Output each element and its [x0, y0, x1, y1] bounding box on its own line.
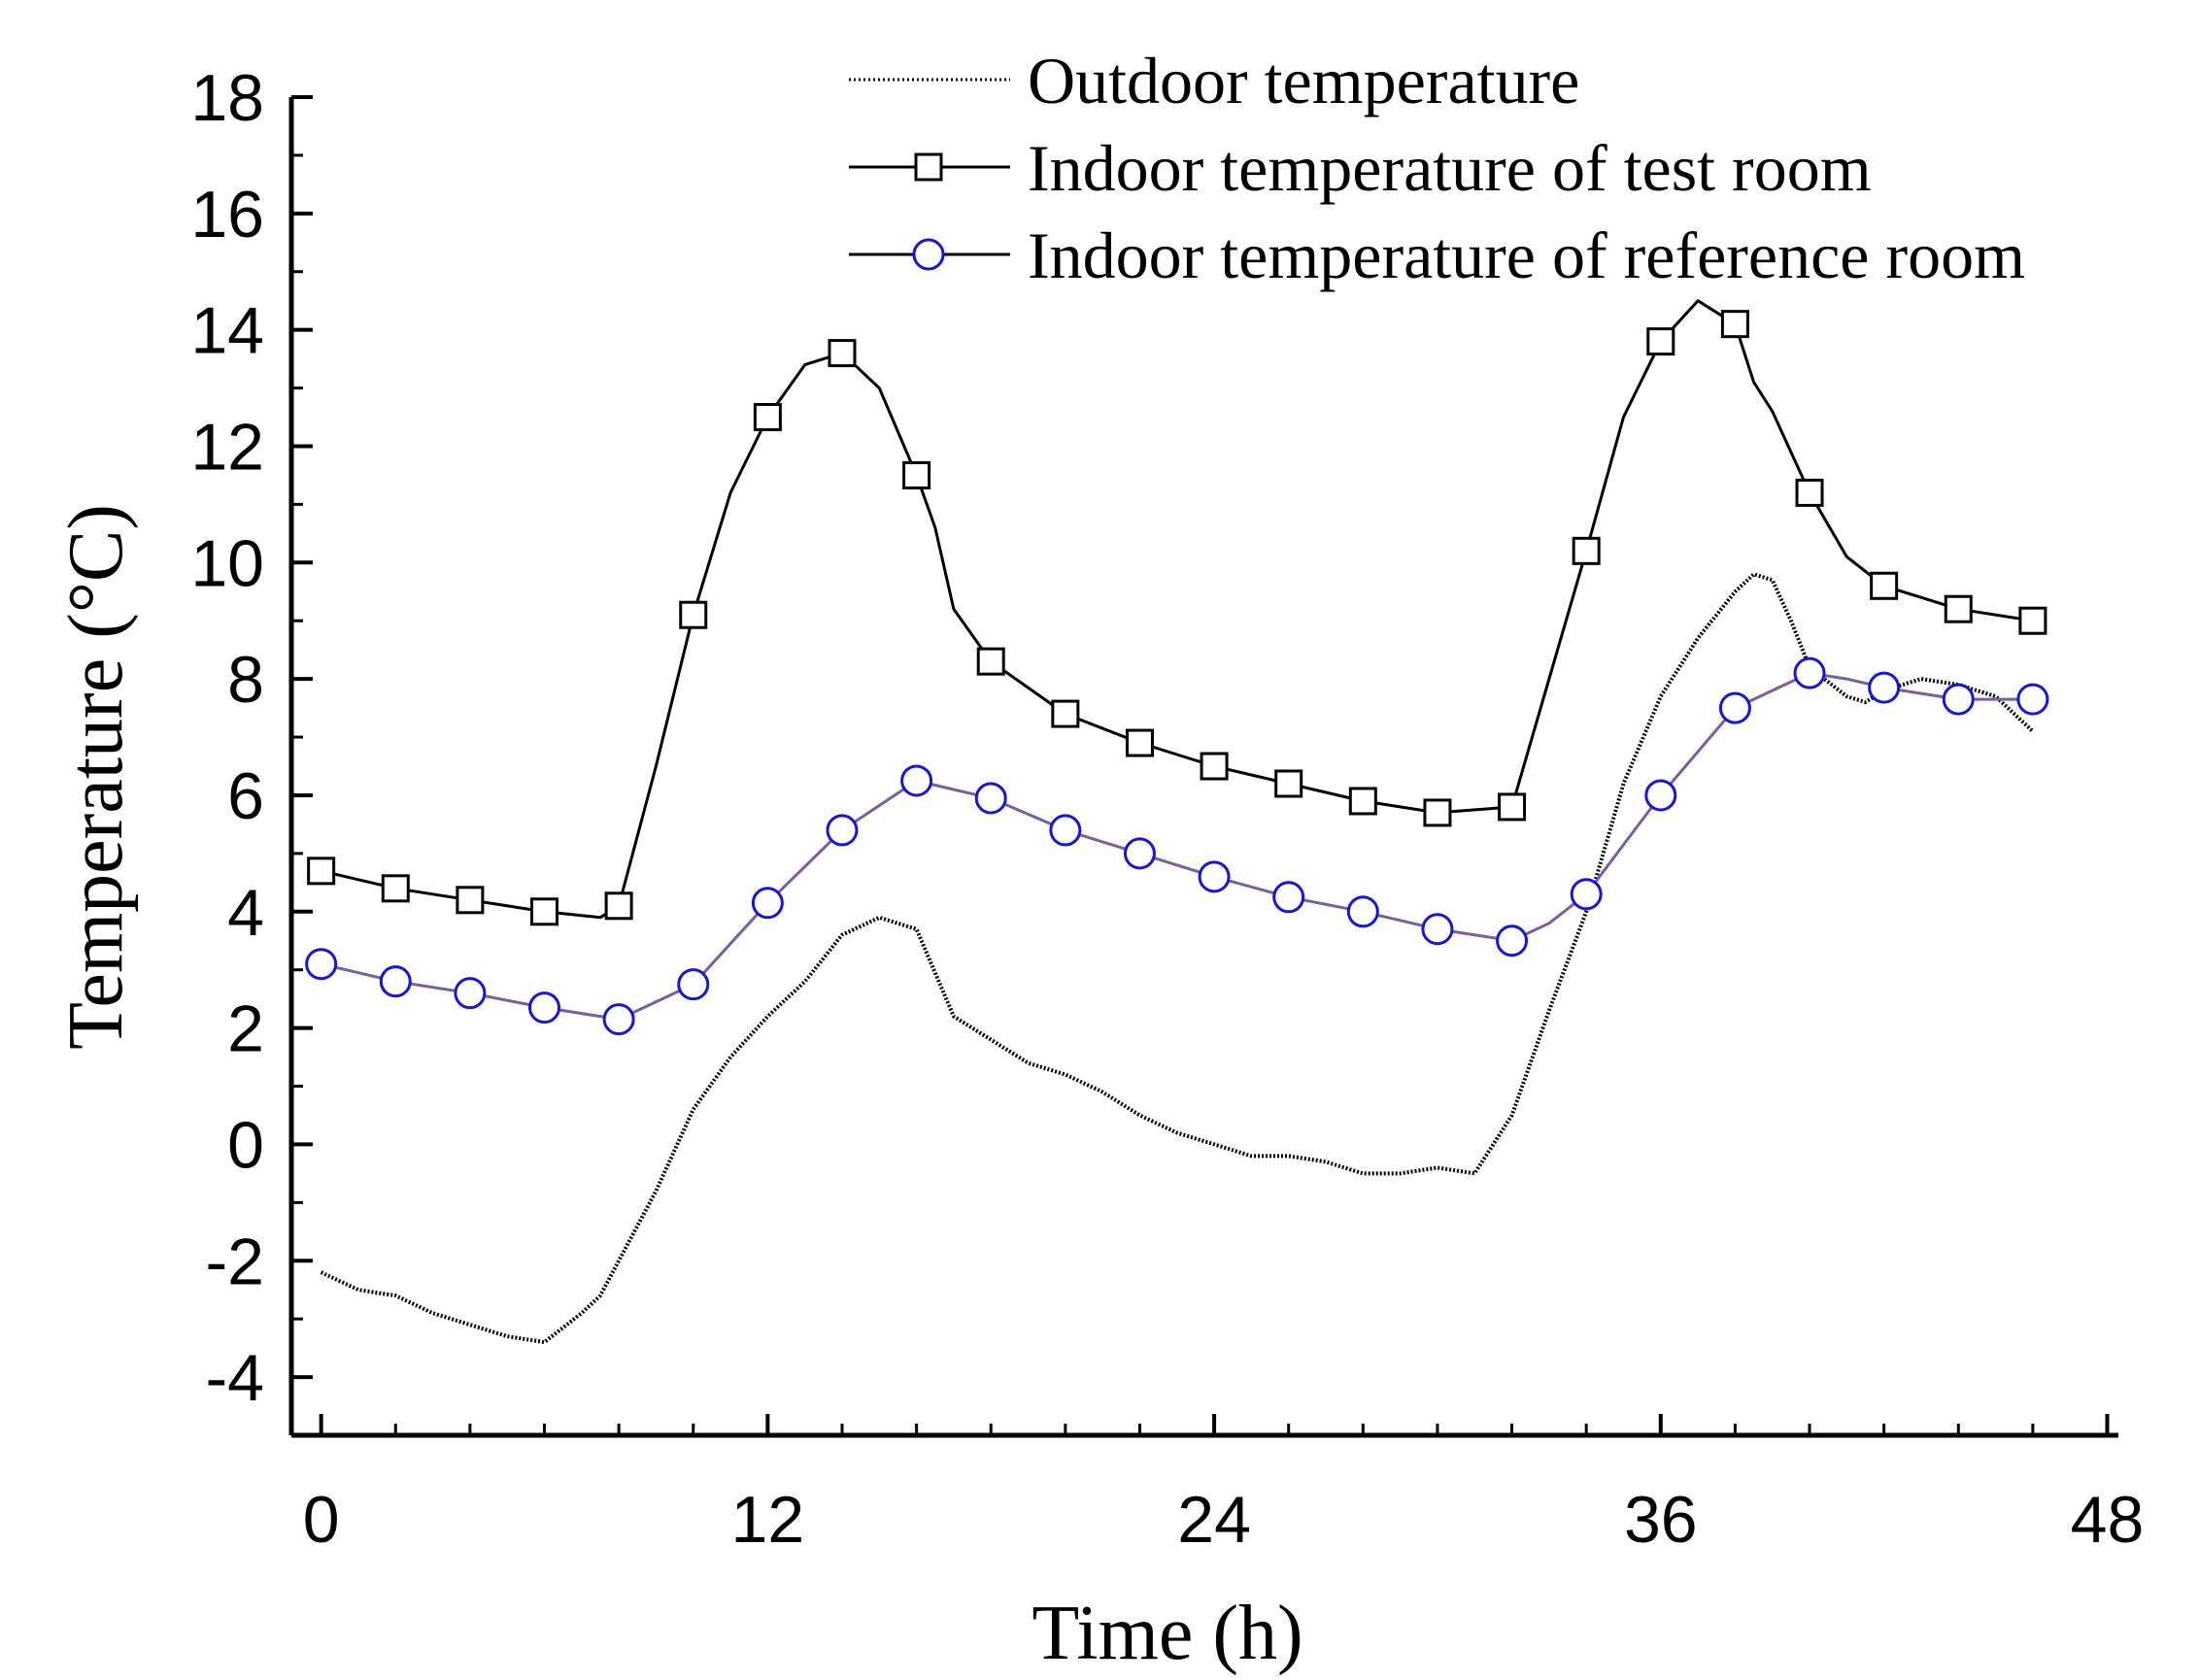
reference-room-marker: [1123, 837, 1156, 870]
reference-room-marker: [1942, 683, 1975, 716]
legend-item-outdoor: Outdoor temperature: [849, 44, 1579, 118]
legend-item-test-room: Indoor temperature of test room: [849, 131, 1872, 205]
test-room-marker: [1572, 536, 1601, 565]
reference-room-marker: [1049, 814, 1082, 847]
y-axis-title: Temperature (°C): [53, 504, 139, 1050]
test-room-marker: [1125, 728, 1154, 757]
x-tick-label: 24: [1177, 1483, 1251, 1557]
y-tick-label: 2: [227, 992, 264, 1066]
y-tick-label: 16: [190, 178, 264, 252]
y-tick-label: 14: [190, 294, 264, 368]
reference-room-marker: [528, 991, 561, 1025]
test-room-marker: [530, 897, 559, 926]
test-room-marker: [456, 886, 485, 915]
series-line-indoor-temperature-of-reference-room: [321, 671, 2033, 1022]
legend-label-outdoor: Outdoor temperature: [1028, 44, 1579, 118]
reference-room-marker: [454, 977, 487, 1010]
reference-room-marker: [1421, 913, 1454, 946]
test-room-marker: [828, 339, 857, 368]
test-room-marker: [2018, 606, 2047, 635]
reference-room-marker: [751, 887, 784, 920]
test-room-marker: [753, 403, 782, 432]
reference-room-marker: [1868, 671, 1901, 704]
legend-marker-square: [914, 152, 943, 182]
reference-room-marker: [1272, 881, 1305, 914]
test-room-marker: [1795, 478, 1824, 507]
x-tick-label: 48: [2071, 1483, 2145, 1557]
reference-room-marker: [1198, 860, 1231, 893]
reference-room-marker: [602, 1003, 635, 1036]
reference-room-marker: [677, 968, 710, 1001]
ticks: [291, 95, 2110, 1437]
reference-room-marker: [1496, 924, 1529, 958]
legend-marker-circle: [912, 238, 945, 271]
reference-room-marker: [1346, 895, 1379, 928]
y-tick-label: -2: [206, 1225, 264, 1298]
test-room-marker: [604, 891, 633, 921]
reference-room-marker: [1718, 691, 1751, 724]
test-room-marker: [1646, 327, 1675, 356]
reference-room-marker: [826, 814, 859, 847]
test-room-marker: [381, 874, 410, 903]
test-room-marker: [1498, 792, 1527, 822]
test-room-marker: [307, 857, 336, 886]
series-line-indoor-temperature-of-test-room: [321, 299, 2034, 920]
axes: [288, 97, 2118, 1438]
y-tick-label: 6: [227, 759, 264, 833]
y-tick-label: 4: [227, 876, 264, 950]
reference-room-marker: [900, 764, 933, 797]
y-tick-label: 18: [190, 61, 264, 135]
x-axis-title: Time (h): [1032, 1591, 1302, 1676]
test-room-marker: [1944, 594, 1973, 623]
test-room-marker: [976, 647, 1005, 676]
test-room-marker: [1870, 571, 1899, 600]
test-room-marker: [1200, 752, 1229, 781]
reference-room-marker: [2016, 683, 2049, 716]
reference-room-marker: [1644, 779, 1677, 812]
y-tick-label: 10: [190, 526, 264, 600]
legend: Outdoor temperature Indoor temperature o…: [849, 44, 2025, 292]
test-room-marker: [902, 460, 931, 489]
plot-markers: [305, 310, 2049, 1036]
test-room-marker: [1274, 769, 1303, 798]
reference-room-marker: [974, 782, 1007, 815]
x-tick-label: 12: [731, 1483, 805, 1557]
reference-room-marker: [1570, 878, 1603, 911]
x-tick-label: 0: [303, 1483, 340, 1557]
y-tick-label: 12: [190, 410, 264, 484]
y-tick-label: 8: [227, 643, 264, 717]
y-tick-label: 0: [227, 1108, 264, 1182]
legend-label-reference-room: Indoor temperature of reference room: [1028, 218, 2025, 292]
reference-room-marker: [305, 948, 338, 981]
plot-lines: [320, 299, 2035, 1345]
legend-item-reference-room: Indoor temperature of reference room: [849, 218, 2025, 292]
x-tick-label: 36: [1624, 1483, 1698, 1557]
test-room-marker: [1720, 310, 1749, 339]
y-tick-label: -4: [206, 1341, 264, 1415]
reference-room-marker: [1793, 656, 1826, 689]
series-line-outdoor-temperature: [320, 572, 2035, 1345]
legend-label-test-room: Indoor temperature of test room: [1028, 131, 1872, 205]
test-room-marker: [1051, 699, 1080, 728]
reference-room-marker: [379, 965, 412, 998]
test-room-marker: [679, 600, 708, 629]
test-room-marker: [1423, 798, 1452, 827]
test-room-marker: [1348, 787, 1377, 816]
